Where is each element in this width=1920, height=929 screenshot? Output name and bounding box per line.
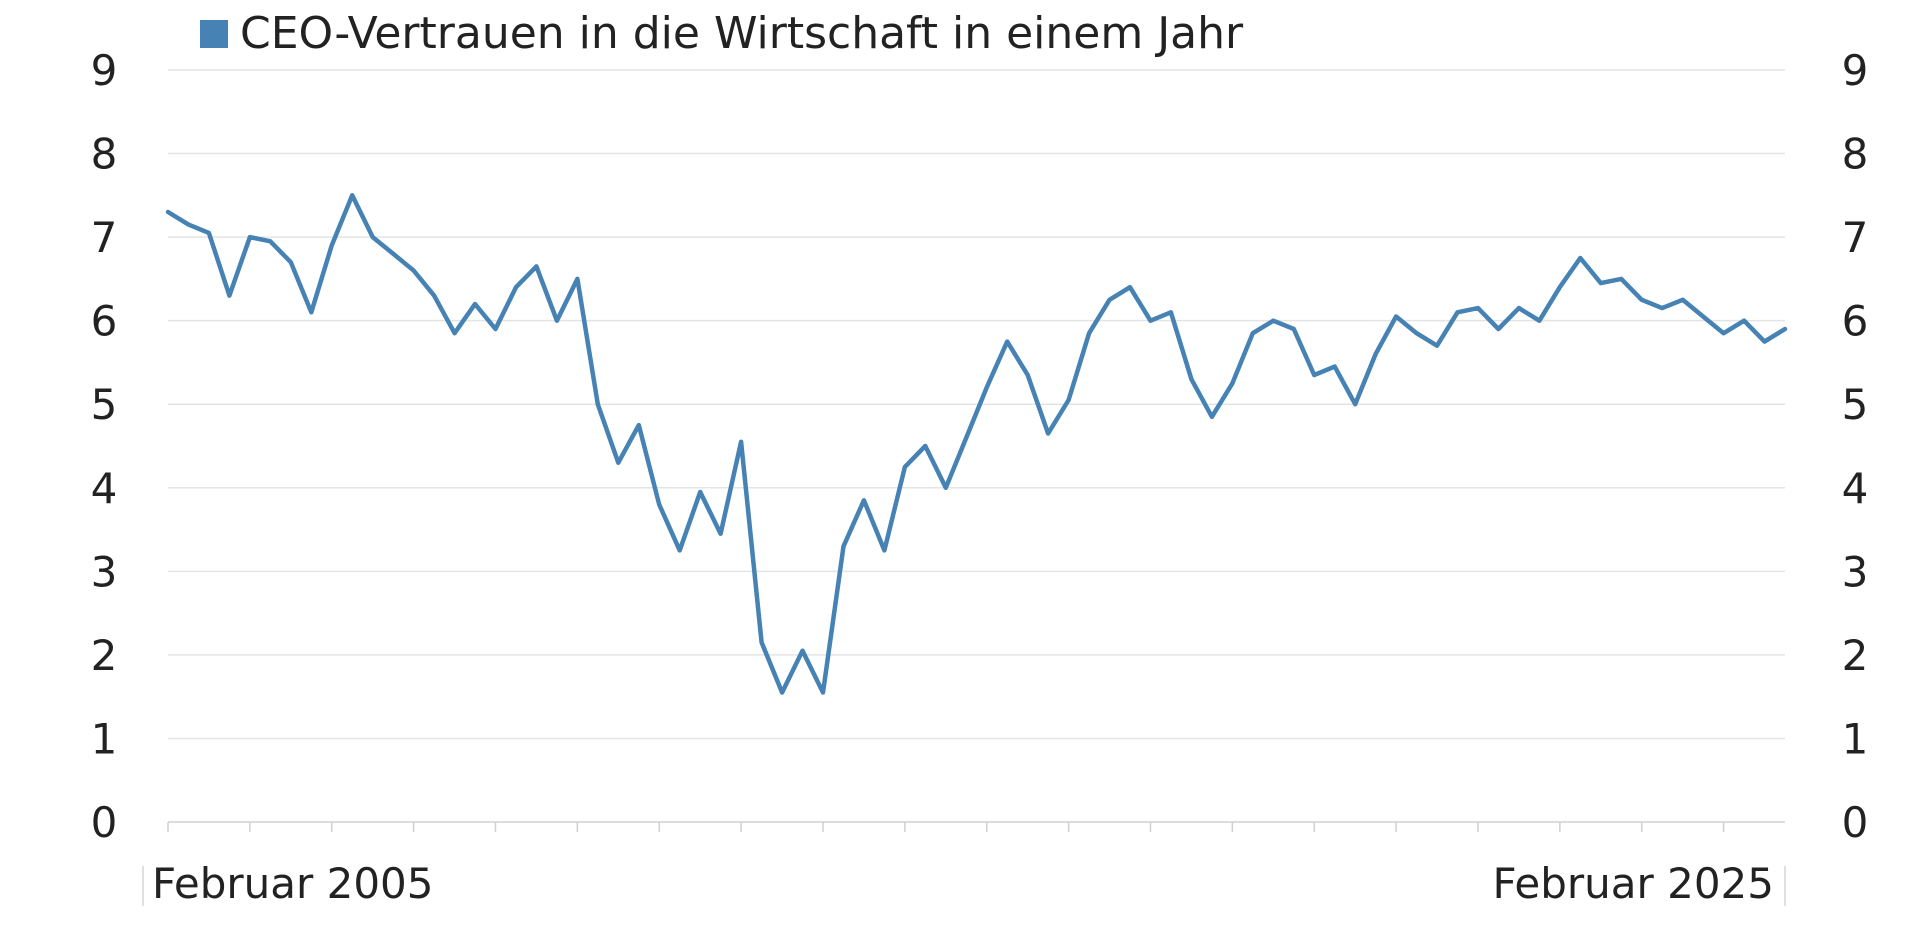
y-tick-label-right: 4 xyxy=(1842,464,1869,513)
y-tick-label-left: 1 xyxy=(91,714,118,763)
y-tick-label-left: 9 xyxy=(91,46,118,95)
legend: CEO-Vertrauen in die Wirtschaft in einem… xyxy=(200,8,1244,59)
y-tick-label-left: 7 xyxy=(91,213,118,262)
legend-swatch xyxy=(200,20,228,48)
y-tick-label-left: 8 xyxy=(91,130,118,179)
x-end-label: Februar 2025 xyxy=(1493,859,1775,908)
y-axis-right: 0 1 2 3 4 5 6 7 8 9 xyxy=(1842,46,1869,847)
y-tick-label-right: 5 xyxy=(1842,380,1869,429)
series-line-ceo-confidence xyxy=(165,193,1788,695)
y-tick-label-right: 7 xyxy=(1842,213,1869,262)
y-tick-label-left: 6 xyxy=(91,297,118,346)
y-tick-label-right: 2 xyxy=(1842,631,1869,680)
y-tick-label-left: 5 xyxy=(91,380,118,429)
y-tick-label-left: 3 xyxy=(91,547,118,596)
y-tick-label-right: 1 xyxy=(1842,714,1869,763)
series-layer xyxy=(165,193,1788,695)
legend-label: CEO-Vertrauen in die Wirtschaft in einem… xyxy=(240,8,1244,59)
y-tick-label-left: 2 xyxy=(91,631,118,680)
x-axis-captions: Februar 2005 Februar 2025 xyxy=(142,859,1786,908)
y-tick-label-left: 0 xyxy=(91,798,118,847)
grid-lines xyxy=(168,69,1785,823)
y-axis-left: 0 1 2 3 4 5 6 7 8 9 xyxy=(91,46,118,847)
y-tick-label-right: 3 xyxy=(1842,547,1869,596)
y-tick-label-left: 4 xyxy=(91,464,118,513)
y-tick-label-right: 9 xyxy=(1842,46,1869,95)
y-tick-label-right: 0 xyxy=(1842,798,1869,847)
y-tick-label-right: 8 xyxy=(1842,130,1869,179)
x-start-label: Februar 2005 xyxy=(152,859,434,908)
x-axis xyxy=(167,822,1725,832)
y-tick-label-right: 6 xyxy=(1842,297,1869,346)
